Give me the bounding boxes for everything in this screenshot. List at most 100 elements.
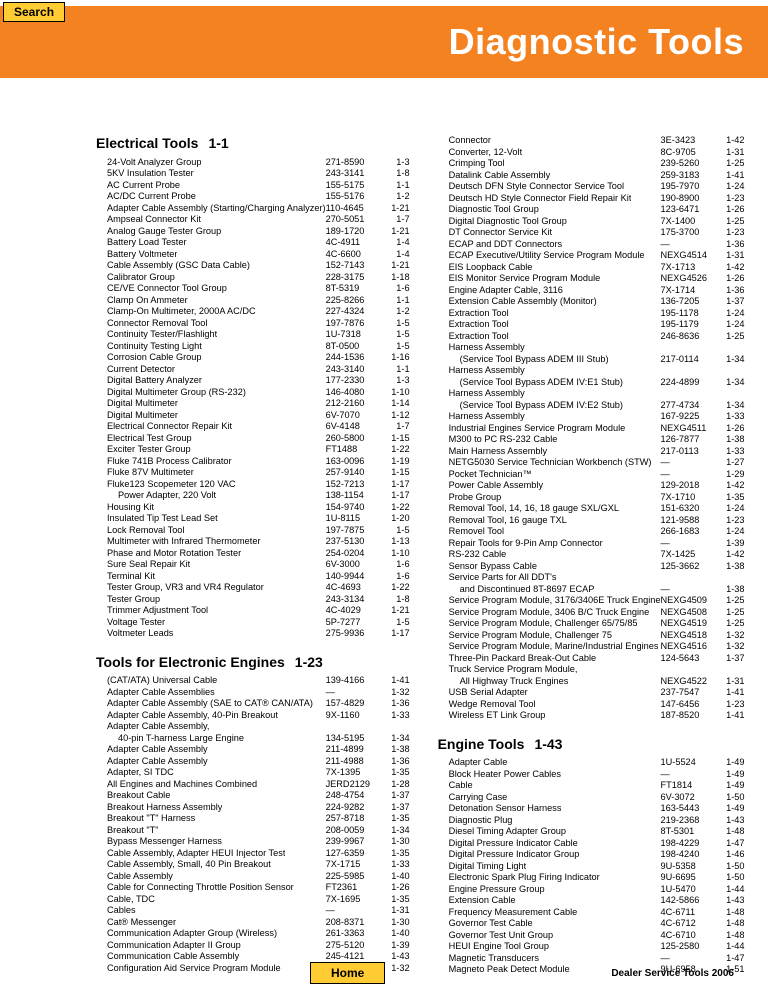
row-name: Phase and Motor Rotation Tester — [96, 548, 241, 560]
row-code: — — [326, 905, 382, 917]
row-name: Harness Assembly — [438, 411, 525, 423]
index-row: Frequency Measurement Cable4C-67111-48 — [438, 907, 745, 919]
row-code: NEXG4508 — [661, 607, 717, 619]
row-name: USB Serial Adapter — [438, 687, 528, 699]
row-page: 1-43 — [717, 815, 745, 827]
row-code: 8T-0500 — [326, 341, 382, 353]
row-code: 244-1536 — [326, 352, 382, 364]
row-name: Tester Group — [96, 594, 160, 606]
row-code: 239-5260 — [661, 158, 717, 170]
row-name: Removal Tool, 14, 16, 18 gauge SXL/GXL — [438, 503, 619, 515]
row-page: 1-15 — [382, 467, 410, 479]
index-row: Continuity Testing Light8T-05001-5 — [96, 341, 410, 353]
section-title: Engine Tools1-43 — [438, 736, 745, 754]
row-code: 275-9936 — [326, 628, 382, 640]
row-page: 1-50 — [717, 861, 745, 873]
row-name: Removal Tool, 16 gauge TXL — [438, 515, 567, 527]
row-code: 8T-5319 — [326, 283, 382, 295]
row-name: Deutsch HD Style Connector Field Repair … — [438, 193, 632, 205]
index-row: EIS Loopback Cable7X-17131-42 — [438, 262, 745, 274]
row-page: 1-34 — [717, 354, 745, 366]
row-code: — — [661, 538, 717, 550]
row-page: 1-49 — [717, 757, 745, 769]
index-row: Datalink Cable Assembly259-31831-41 — [438, 170, 745, 182]
search-button[interactable]: Search — [3, 2, 65, 22]
row-name: ECAP and DDT Connectors — [438, 239, 563, 251]
row-name: Probe Group — [438, 492, 502, 504]
index-row: Harness Assembly167-92251-33 — [438, 411, 745, 423]
row-code: 6V-3000 — [326, 559, 382, 571]
index-row: Block Heater Power Cables—1-49 — [438, 769, 745, 781]
row-page: 1-40 — [382, 928, 410, 940]
row-code: 4C-6712 — [661, 918, 717, 930]
row-name: Digital Multimeter — [96, 398, 178, 410]
row-code: 217-0114 — [661, 354, 717, 366]
index-row: Service Program Module, 3406 B/C Truck E… — [438, 607, 745, 619]
row-page: 1-40 — [382, 871, 410, 883]
index-row: USB Serial Adapter237-75471-41 — [438, 687, 745, 699]
row-name: Harness Assembly — [438, 365, 525, 377]
row-code: 224-9282 — [326, 802, 382, 814]
index-row: Connector3E-34231-42 — [438, 135, 745, 147]
row-page: 1-41 — [717, 170, 745, 182]
index-row: Adapter Cable Assembly (Starting/Chargin… — [96, 203, 410, 215]
row-code: 125-2580 — [661, 941, 717, 953]
row-page: 1-31 — [382, 905, 410, 917]
row-code: 7X-1395 — [326, 767, 382, 779]
index-row: Adapter Cable Assembly211-49881-36 — [96, 756, 410, 768]
row-page: 1-8 — [382, 594, 410, 606]
row-page: 1-50 — [717, 872, 745, 884]
row-name: Electrical Connector Repair Kit — [96, 421, 232, 433]
row-code: 261-3363 — [326, 928, 382, 940]
row-code: 260-5800 — [326, 433, 382, 445]
row-code: 9U-6695 — [661, 872, 717, 884]
home-button[interactable]: Home — [310, 962, 385, 984]
row-code: NEXG4526 — [661, 273, 717, 285]
index-row: Deutsch HD Style Connector Field Repair … — [438, 193, 745, 205]
row-page: 1-12 — [382, 410, 410, 422]
row-page: 1-43 — [382, 951, 410, 963]
index-row: M300 to PC RS-232 Cable126-78771-38 — [438, 434, 745, 446]
row-code: 6V-3072 — [661, 792, 717, 804]
index-row: Digital Diagnostic Tool Group7X-14001-25 — [438, 216, 745, 228]
row-page: 1-44 — [717, 884, 745, 896]
index-row: Governor Test Cable4C-67121-48 — [438, 918, 745, 930]
row-name: Connector — [438, 135, 491, 147]
row-page: 1-22 — [382, 582, 410, 594]
row-name: Trimmer Adjustment Tool — [96, 605, 208, 617]
index-row: Adapter Cable Assembly, — [96, 721, 410, 733]
index-row: Phase and Motor Rotation Tester254-02041… — [96, 548, 410, 560]
row-name: Wedge Removal Tool — [438, 699, 536, 711]
row-page: 1-33 — [717, 446, 745, 458]
row-page: 1-5 — [382, 329, 410, 341]
row-code: 211-4899 — [326, 744, 382, 756]
row-page: 1-35 — [382, 813, 410, 825]
row-name: Communication Adapter II Group — [96, 940, 241, 952]
row-name: Insulated Tip Test Lead Set — [96, 513, 218, 525]
index-row: Clamp-On Multimeter, 2000A AC/DC227-4324… — [96, 306, 410, 318]
row-name: Cable Assembly — [96, 871, 173, 883]
row-page: 1-39 — [382, 940, 410, 952]
row-page: 1-33 — [382, 859, 410, 871]
row-name: Digital Timing Light — [438, 861, 527, 873]
row-page: 1-4 — [382, 237, 410, 249]
index-row: Electronic Spark Plug Firing Indicator9U… — [438, 872, 745, 884]
index-row: Sensor Bypass Cable125-36621-38 — [438, 561, 745, 573]
row-code: 4C-4911 — [326, 237, 382, 249]
index-row: Service Program Module, Challenger 65/75… — [438, 618, 745, 630]
row-page: 1-17 — [382, 628, 410, 640]
row-code: 227-4324 — [326, 306, 382, 318]
index-row: Diesel Timing Adapter Group8T-53011-48 — [438, 826, 745, 838]
header-bar: Diagnostic Tools — [0, 6, 768, 78]
page-title: Diagnostic Tools — [449, 21, 744, 63]
row-name: Truck Service Program Module, — [438, 664, 578, 676]
index-row: Engine Pressure Group1U-54701-44 — [438, 884, 745, 896]
row-name: Adapter Cable Assembly (Starting/Chargin… — [96, 203, 326, 215]
row-code: 155-5176 — [326, 191, 382, 203]
row-name: Connector Removal Tool — [96, 318, 207, 330]
index-row: 24-Volt Analyzer Group271-85901-3 — [96, 157, 410, 169]
row-code: 110-4645 — [326, 203, 382, 215]
row-name: (Service Tool Bypass ADEM IV:E2 Stub) — [438, 400, 623, 412]
row-page: 1-17 — [382, 479, 410, 491]
index-row: Removel Tool266-16831-24 — [438, 526, 745, 538]
